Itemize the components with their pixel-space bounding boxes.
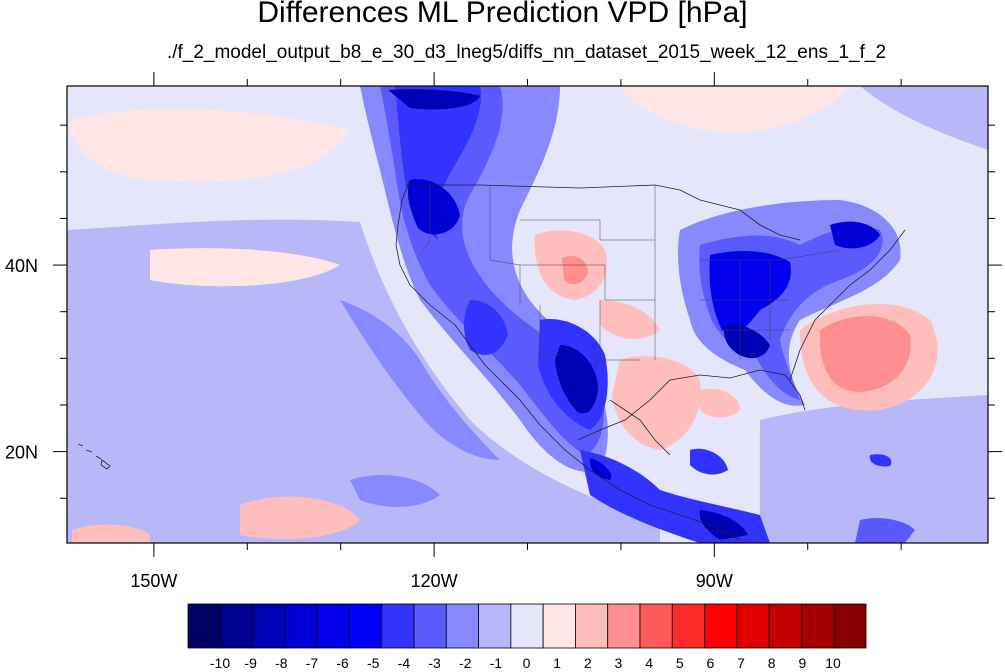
colorbar-label: -6	[336, 655, 349, 671]
map-subtitle: ./f_2_model_output_b8_e_30_d3_lneg5/diff…	[166, 42, 887, 63]
subtropical-pacific-positive-region	[240, 496, 360, 540]
colorbar-label: 1	[553, 655, 561, 671]
colorbar-swatch	[510, 603, 544, 649]
lon-tick-label: 150W	[130, 571, 177, 591]
atlantic-negative-region	[760, 395, 988, 543]
north-pacific-positive-region	[70, 109, 350, 183]
state-borders	[419, 185, 841, 361]
colorbar-swatch	[445, 603, 479, 649]
colorbar-swatch	[478, 603, 512, 649]
colorbar-label: 3	[615, 655, 623, 671]
map-plot-area	[67, 86, 988, 543]
lat-tick-label: 20N	[5, 443, 38, 463]
colorbar-label: -4	[398, 655, 411, 671]
colorbar-swatch	[607, 603, 641, 649]
colorbar-swatch	[639, 603, 673, 649]
colorbar-swatch	[575, 603, 609, 649]
colorbar-swatch	[187, 603, 221, 649]
axis-tick-labels: 150W 120W 90W 40N 20N	[5, 256, 733, 591]
colorbar-label: -2	[459, 655, 472, 671]
colorbar-swatch	[801, 603, 835, 649]
colorbar-swatch	[833, 603, 867, 649]
colorbar-swatch	[316, 603, 350, 649]
pacific-negative-region	[67, 219, 660, 543]
colorbar	[187, 603, 867, 649]
hawaii-islands	[77, 443, 111, 470]
colorbar-label: -10	[210, 655, 230, 671]
axis-ticks	[53, 72, 1002, 557]
lon-tick-label: 120W	[411, 571, 458, 591]
colorbar-label: -9	[244, 655, 257, 671]
colorbar-swatch	[736, 603, 770, 649]
colorbar-swatch	[381, 603, 415, 649]
colorbar-label: 8	[768, 655, 776, 671]
colorbar-labels: -10 -9 -8 -7 -6 -5 -4 -3 -2 -1 0 1 2 3 4 5 6 7 8 9 10	[210, 655, 841, 671]
colorbar-swatch	[349, 603, 383, 649]
colorbar-label: 0	[523, 655, 531, 671]
colorbar-label: 5	[676, 655, 684, 671]
colorbar-swatch	[671, 603, 705, 649]
colorbar-swatch	[252, 603, 286, 649]
colorbar-swatch	[768, 603, 802, 649]
colorbar-label: -1	[490, 655, 503, 671]
colorbar-label: -5	[367, 655, 380, 671]
colorbar-label: 10	[825, 655, 841, 671]
colorbar-label: 6	[707, 655, 715, 671]
colorbar-swatch	[542, 603, 576, 649]
colorbar-label: 7	[737, 655, 745, 671]
colorbar-label: -7	[306, 655, 319, 671]
colorbar-swatch	[219, 603, 253, 649]
colorbar-label: -8	[275, 655, 288, 671]
colorbar-label: 9	[798, 655, 806, 671]
colorbar-swatch	[413, 603, 447, 649]
coastlines	[395, 179, 906, 541]
colorbar-label: -3	[428, 655, 441, 671]
colorbar-label: 2	[584, 655, 592, 671]
map-title: Differences ML Prediction VPD [hPa]	[257, 0, 748, 29]
colorbar-swatch	[284, 603, 318, 649]
colorbar-label: 4	[645, 655, 653, 671]
lon-tick-label: 90W	[696, 571, 733, 591]
colorbar-swatch	[704, 603, 738, 649]
gulf-positive-region	[612, 356, 701, 450]
lat-tick-label: 40N	[5, 256, 38, 276]
